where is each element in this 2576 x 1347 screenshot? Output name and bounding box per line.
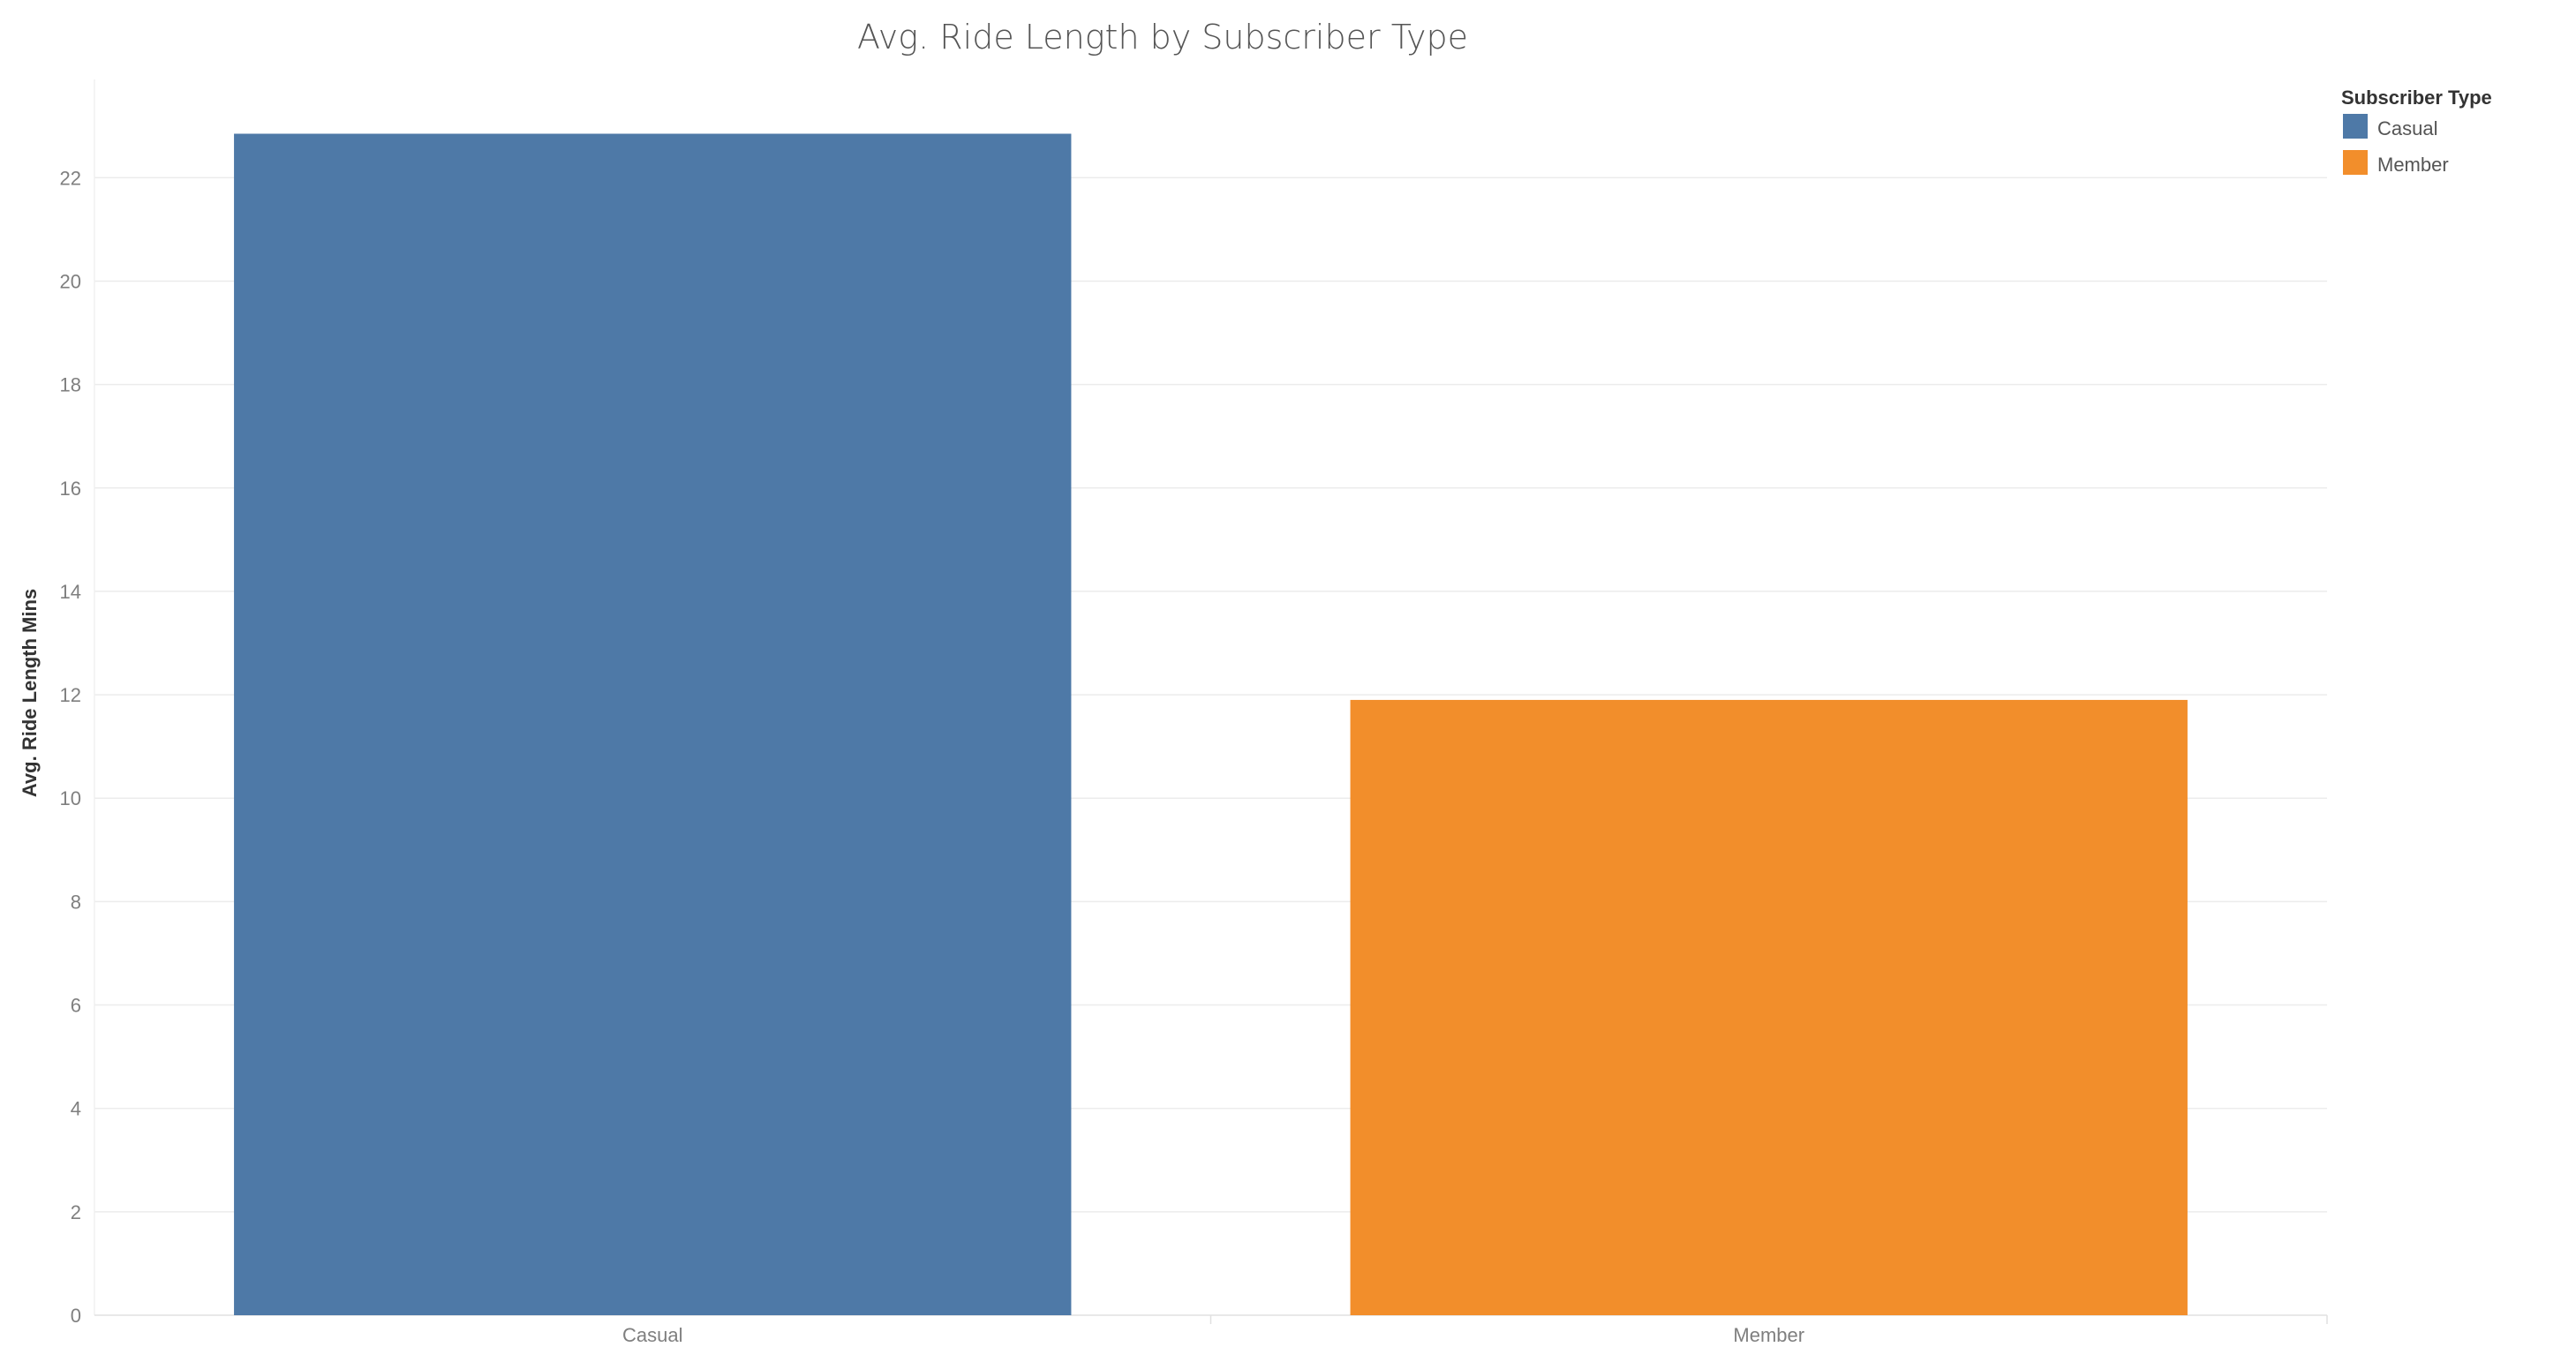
y-tick-label: 10 [60,787,81,809]
x-axis-ticks: Casual Member [622,1315,2328,1346]
y-tick-label: 18 [60,374,81,396]
y-tick-label: 12 [60,684,81,706]
legend-swatch-casual [2343,114,2368,139]
y-tick-label: 8 [71,891,81,913]
bar-casual[interactable] [234,133,1072,1316]
y-tick-label: 16 [60,478,81,500]
legend-item-casual[interactable]: Casual [2343,114,2437,139]
legend-item-member[interactable]: Member [2343,150,2449,176]
bars [234,133,2188,1316]
y-axis-ticks: 0 2 4 6 8 10 12 14 16 18 20 22 [60,167,81,1327]
legend-title: Subscriber Type [2341,87,2492,109]
y-tick-label: 20 [60,270,81,292]
legend-label-member: Member [2377,154,2449,176]
x-tick-label-member: Member [1733,1324,1804,1346]
legend: Subscriber Type Casual Member [2341,87,2492,176]
legend-swatch-member [2343,150,2368,175]
y-tick-label: 22 [60,167,81,189]
legend-label-casual: Casual [2377,117,2437,139]
y-tick-label: 0 [71,1305,81,1327]
y-tick-label: 2 [71,1201,81,1223]
x-tick-label-casual: Casual [622,1324,682,1346]
y-tick-label: 14 [60,581,81,603]
chart-title: Avg. Ride Length by Subscriber Type [857,18,1468,56]
bar-member[interactable] [1350,699,2188,1315]
y-tick-label: 6 [71,995,81,1017]
y-axis-title: Avg. Ride Length Mins [19,589,41,797]
y-tick-label: 4 [71,1098,81,1120]
